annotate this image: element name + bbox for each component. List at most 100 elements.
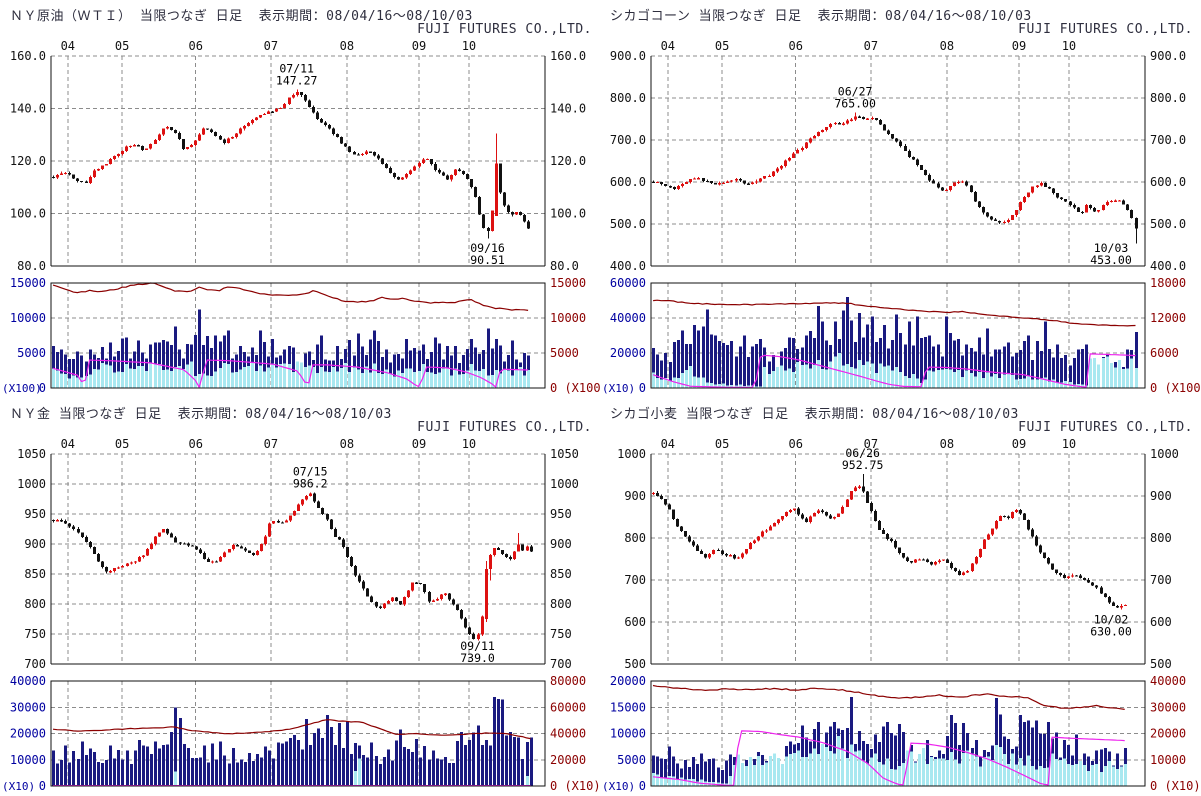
near-contract-volume-bar <box>158 363 161 388</box>
candle-body <box>365 151 368 154</box>
volume-bar <box>899 333 902 388</box>
volume-bar <box>214 335 217 388</box>
candle-body <box>924 169 927 175</box>
near-contract-volume-bar <box>990 376 993 388</box>
candle-body <box>170 533 173 538</box>
price-plot-border <box>650 56 1146 267</box>
near-contract-volume-bar <box>308 365 311 388</box>
candle-body <box>137 145 140 147</box>
near-contract-volume-bar <box>979 766 982 786</box>
near-contract-volume-bar <box>446 368 449 388</box>
price-tick-label-right: 800.0 <box>1150 91 1186 105</box>
volume-tick-label-left: 20000 <box>10 727 46 741</box>
near-contract-volume-bar <box>426 372 429 388</box>
volume-bar <box>950 715 953 786</box>
near-contract-volume-bar <box>854 368 857 388</box>
near-contract-volume-bar <box>478 370 481 388</box>
volume-bar <box>729 754 732 786</box>
volume-bar <box>1048 349 1051 388</box>
volume-bar <box>264 746 267 786</box>
month-tick-label: 07 <box>864 437 878 451</box>
candle-body <box>1108 596 1111 603</box>
candle-body <box>1051 563 1054 570</box>
near-contract-volume-bar <box>312 366 315 388</box>
volume-bar <box>423 746 426 786</box>
candle-body <box>468 627 471 634</box>
volume-bar <box>316 344 319 388</box>
volume-bar <box>677 339 680 388</box>
candle-body <box>438 170 441 173</box>
candle-body <box>56 174 59 178</box>
candle-body <box>753 540 756 544</box>
volume-tick-label-right: 30000 <box>1150 700 1186 714</box>
candle-body <box>1110 200 1113 203</box>
candle-body <box>1116 605 1119 608</box>
volume-bar <box>697 330 700 388</box>
candle-body <box>726 181 729 183</box>
volume-tick-label-left: 30000 <box>10 700 46 714</box>
candle-body <box>664 499 667 505</box>
candle-body <box>482 214 485 229</box>
volume-tick-label-left: 0 <box>639 779 646 793</box>
month-tick-label: 06 <box>789 437 803 451</box>
candle-body <box>902 553 905 558</box>
volume-bar <box>464 744 467 786</box>
candle-body <box>763 175 766 179</box>
volume-bar <box>1031 727 1034 786</box>
contract-open-interest-line <box>652 353 1136 389</box>
candle-body <box>684 530 687 537</box>
candle-body <box>982 207 985 213</box>
volume-bar <box>346 721 349 786</box>
candle-body <box>821 510 824 512</box>
candle-body <box>1120 605 1123 608</box>
chart-title: シカゴコーン 当限つなぎ 日足 <box>610 9 802 24</box>
volume-bar <box>174 326 177 388</box>
candle-body <box>1052 188 1055 194</box>
candle-body <box>236 545 239 547</box>
price-tick-label-right: 400.0 <box>1150 259 1186 273</box>
candle-body <box>495 163 498 217</box>
candle-body <box>1019 509 1022 514</box>
near-contract-volume-bar <box>296 361 299 388</box>
near-contract-volume-bar <box>1063 758 1066 786</box>
volume-bar <box>902 731 905 786</box>
volume-bar <box>154 741 157 786</box>
near-contract-volume-bar <box>434 374 437 388</box>
volume-bar <box>692 757 695 786</box>
near-contract-volume-bar <box>945 368 948 388</box>
near-contract-volume-bar <box>735 385 738 388</box>
company-credit: FUJI FUTURES CO.,LTD. <box>1018 420 1193 435</box>
volume-bar <box>377 341 380 388</box>
price-tick-label-right: 1000 <box>550 477 579 491</box>
volume-bar <box>1015 353 1018 388</box>
price-tick-label-right: 80.0 <box>550 259 579 273</box>
candle-body <box>866 118 869 120</box>
volume-bar <box>460 732 463 786</box>
volume-bar <box>491 348 494 388</box>
volume-tick-label-right: 20000 <box>1150 727 1186 741</box>
near-contract-volume-bar <box>914 762 917 786</box>
price-tick-label-right: 950 <box>550 507 572 521</box>
near-contract-volume-bar <box>328 372 331 388</box>
price-tick-label-left: 500 <box>624 657 646 671</box>
volume-bar <box>334 745 337 786</box>
near-contract-volume-bar <box>1011 375 1014 388</box>
near-contract-volume-bar <box>894 769 897 786</box>
candle-body <box>305 495 308 500</box>
price-axis: 900.0 900.0 800.0 800.0 700.0 700.0 600.0 600.0… <box>610 49 1186 273</box>
near-contract-volume-bar <box>97 369 100 388</box>
near-contract-volume-bar <box>1112 766 1115 786</box>
near-contract-volume-bar <box>825 369 828 388</box>
volume-bar <box>68 762 71 786</box>
candle-body <box>260 543 263 551</box>
volume-tick-label-left: 15000 <box>10 276 46 290</box>
near-contract-volume-bar <box>259 365 262 388</box>
volume-tick-label-left: 40000 <box>10 674 46 688</box>
candle-body <box>932 180 935 184</box>
candle-body <box>718 183 721 185</box>
volume-bar <box>228 763 231 786</box>
price-tick-label-left: 600.0 <box>610 175 646 189</box>
price-tick-label-right: 900 <box>550 537 572 551</box>
near-contract-volume-bar <box>324 371 327 388</box>
near-contract-volume-bar <box>519 367 522 388</box>
